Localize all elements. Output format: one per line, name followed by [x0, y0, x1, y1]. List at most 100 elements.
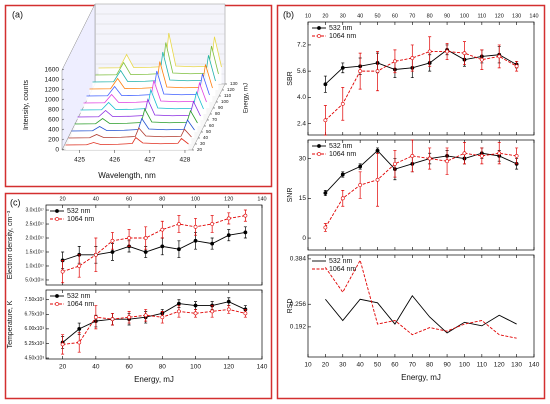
marker	[226, 307, 231, 312]
z-tick-label: 130	[230, 81, 238, 86]
z-tick-label: 110	[224, 93, 232, 98]
legend-label: 1064 nm	[329, 266, 356, 273]
y-tick-label: 0.192	[290, 324, 307, 331]
x-tick-label: 140	[257, 364, 268, 371]
y-tick-label: 1200	[45, 87, 60, 94]
y-tick-label: 1.5x10¹⁷	[26, 249, 45, 255]
spectrum-fill	[86, 71, 210, 108]
y-tick-label: 400	[48, 127, 59, 134]
z-tick-label: 80	[215, 111, 221, 116]
marker	[497, 151, 502, 156]
marker	[143, 250, 148, 254]
marker	[210, 309, 215, 314]
marker	[410, 154, 415, 158]
marker	[514, 64, 519, 69]
x-tick-label: 70	[409, 362, 417, 369]
marker	[193, 303, 198, 308]
legend-marker	[55, 294, 59, 298]
marker	[462, 51, 467, 56]
legend-label: 532 nm	[329, 25, 353, 32]
z-tick-label: 20	[197, 147, 203, 152]
x-tick-label: 60	[125, 364, 133, 371]
y-tick-label: 0.384	[290, 256, 307, 263]
marker	[243, 230, 248, 235]
x-tick-label: 140	[529, 362, 540, 369]
marker	[177, 222, 181, 226]
series-line	[62, 301, 246, 343]
y-axis-label: RSD	[287, 299, 294, 314]
legend-marker	[55, 302, 59, 306]
spectrum-fill	[65, 137, 189, 150]
marker	[340, 101, 345, 106]
x-tick-label: 40	[357, 13, 363, 19]
marker	[358, 183, 363, 187]
x-tick-label: 80	[427, 13, 433, 19]
y-axis-label: SBR	[287, 71, 294, 85]
y-tick	[61, 138, 65, 141]
z-tick-label: 100	[221, 99, 229, 104]
plot-frame	[307, 254, 535, 358]
x-tick-label: 30	[339, 362, 347, 369]
marker	[93, 315, 98, 320]
y-tick-label: 7.50x10³	[25, 297, 45, 303]
x-tick-label: 20	[322, 13, 328, 19]
y-axis-label: Temperature, K	[7, 300, 14, 348]
marker	[127, 315, 131, 320]
marker	[393, 161, 397, 166]
x-tick-label: 10	[304, 362, 312, 369]
legend-marker	[55, 209, 59, 213]
panel-label: (c)	[10, 197, 21, 207]
x-tick-label: 426	[109, 157, 120, 164]
legend-marker	[55, 217, 59, 221]
plot-frame	[45, 204, 263, 286]
marker	[375, 69, 380, 74]
legend-label: 1064 nm	[329, 151, 356, 158]
x-tick-label: 70	[409, 13, 415, 19]
spectrum-fill	[68, 128, 192, 144]
y-tick	[61, 148, 65, 151]
marker	[177, 301, 181, 306]
x-tick-label: 60	[391, 362, 399, 369]
y-tick-label: 3.0x10¹⁷	[26, 207, 45, 213]
marker	[110, 250, 115, 254]
x-tick-label: 100	[459, 362, 470, 369]
z-tick-label: 90	[218, 105, 224, 110]
marker	[77, 340, 82, 345]
y-tick	[61, 108, 65, 111]
marker	[427, 49, 432, 54]
z-tick-label: 60	[209, 123, 215, 128]
marker	[160, 315, 165, 320]
x-tick-label: 90	[444, 13, 450, 19]
x-tick-label: 428	[180, 157, 191, 164]
x-tick-label: 80	[159, 196, 165, 202]
spectrum-fill	[83, 80, 207, 114]
marker	[160, 244, 165, 249]
y-tick-label: 30	[299, 155, 307, 162]
marker	[323, 225, 328, 230]
marker	[427, 156, 432, 161]
y-tick	[61, 68, 65, 71]
y-axis-label: Electron density, cm⁻³	[7, 210, 14, 279]
marker	[77, 326, 82, 331]
marker	[193, 224, 198, 229]
z-tick-label: 40	[203, 135, 209, 140]
x-tick-label: 120	[495, 13, 504, 19]
marker	[479, 57, 484, 62]
spectrum-fill	[80, 90, 204, 120]
y-tick-label: 7.2	[297, 42, 306, 49]
x-tick-label: 90	[443, 362, 451, 369]
marker	[210, 222, 215, 226]
marker	[340, 196, 345, 201]
x-tick-label: 60	[126, 196, 132, 202]
marker	[143, 313, 148, 318]
panel-frame	[276, 4, 546, 400]
y-tick	[61, 78, 65, 81]
y-tick-label: 0	[55, 147, 59, 154]
series-line	[62, 215, 246, 272]
x-tick-label: 100	[191, 196, 200, 202]
marker	[340, 65, 345, 70]
x-tick-label: 100	[190, 364, 201, 371]
marker	[110, 238, 115, 243]
plot-frame	[307, 21, 535, 136]
